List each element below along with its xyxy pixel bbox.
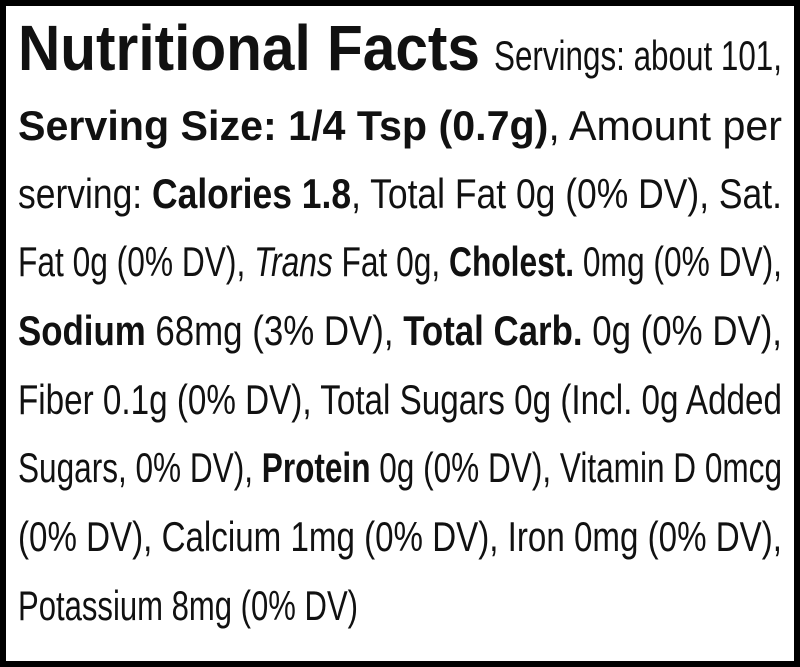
bold-run: Serving Size: 1/4 Tsp (0.7g) (18, 102, 548, 149)
label-line: Sodium 68mg (3% DV), Total Carb. 0g (0% … (18, 307, 782, 354)
label-line: Sugars, 0% DV), Protein 0g (0% DV), Vita… (18, 444, 782, 491)
text-run: Servings: about 101, (494, 32, 782, 79)
bold-run: Sodium (18, 307, 146, 354)
text-run: 68mg (3% DV), (146, 307, 403, 354)
text-run: Sugars, 0% DV), (18, 444, 262, 491)
label-line: Serving Size: 1/4 Tsp (0.7g), Amount per (18, 102, 782, 149)
text-run: 0mg (0% DV), (574, 238, 782, 285)
label-title: Nutritional Facts (18, 12, 480, 84)
text-run: Potassium 8mg (0% DV) (18, 582, 358, 629)
bold-run: Cholest. (449, 238, 574, 285)
text-run: , Total Fat 0g (0% DV), Sat. (351, 170, 782, 217)
text-run: 0g (0% DV), Vitamin D 0mcg (370, 444, 782, 491)
bold-run: Total Carb. (403, 307, 582, 354)
label-line: (0% DV), Calcium 1mg (0% DV), Iron 0mg (… (18, 513, 782, 560)
label-line: Fiber 0.1g (0% DV), Total Sugars 0g (Inc… (18, 376, 782, 423)
text-run: Fat 0g, (333, 238, 449, 285)
label-line: Fat 0g (0% DV), Trans Fat 0g, Cholest. 0… (18, 238, 782, 285)
text-run: Fiber 0.1g (0% DV), Total Sugars 0g (Inc… (18, 376, 782, 423)
label-line: Potassium 8mg (0% DV) (18, 582, 358, 629)
bold-run: Protein (262, 444, 371, 491)
text-run: serving: (18, 170, 152, 217)
text-run: Fat 0g (0% DV), (18, 238, 254, 285)
bold-run: Calories 1.8 (152, 170, 351, 217)
italic-run: Trans (254, 238, 333, 285)
label-line: serving: Calories 1.8, Total Fat 0g (0% … (18, 170, 782, 217)
text-run: 0g (0% DV), (583, 307, 782, 354)
servings-text: Servings: about 101, (494, 32, 782, 79)
text-run: , Amount per (548, 102, 782, 149)
text-run: (0% DV), Calcium 1mg (0% DV), Iron 0mg (… (18, 513, 782, 560)
